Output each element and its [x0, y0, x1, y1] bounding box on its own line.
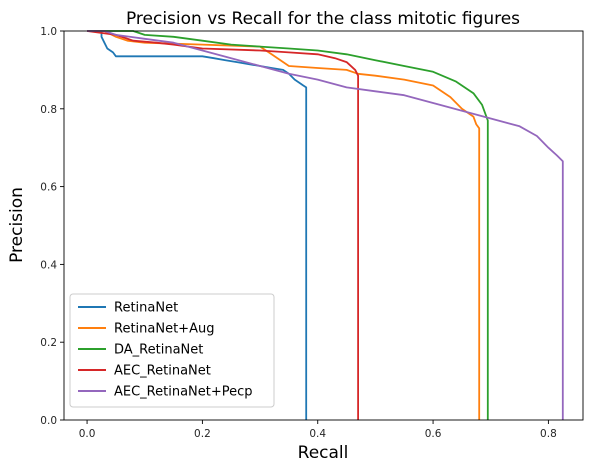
series-layer — [86, 30, 564, 420]
legend-label: AEC_RetinaNet — [114, 364, 211, 379]
legend: RetinaNet RetinaNet+Aug DA_RetinaNet AEC_Re… — [69, 293, 275, 408]
x-tick-label: 0.0 — [79, 428, 96, 440]
y-tick-label: 0.8 — [40, 104, 57, 116]
x-tick-label: 0.6 — [425, 428, 442, 440]
y-tick-label: 0.0 — [40, 415, 57, 427]
legend-label: RetinaNet+Aug — [114, 322, 214, 337]
series-line-da-retinanet — [87, 30, 489, 420]
y-tick-label: 0.2 — [40, 337, 57, 349]
series-line-aec-retinanet — [86, 30, 359, 420]
x-tick-label: 0.2 — [194, 428, 211, 440]
legend-box — [69, 293, 275, 408]
y-tick-label: 1.0 — [40, 26, 57, 38]
legend-label: DA_RetinaNet — [114, 343, 203, 358]
x-axis-title: Recall — [298, 443, 349, 463]
axes-frame — [63, 30, 584, 421]
series-line-retinanet — [87, 30, 308, 420]
y-tick-label: 0.6 — [40, 182, 57, 194]
legend-label: AEC_RetinaNet+Pecp — [114, 385, 253, 400]
x-tick-label: 0.4 — [309, 428, 326, 440]
x-tick-label: 0.8 — [540, 428, 557, 440]
legend-label: RetinaNet — [114, 301, 178, 316]
chart-title: Precision vs Recall for the class mitoti… — [126, 9, 520, 29]
y-axis-title: Precision — [7, 187, 27, 263]
axes-layer: 0.0 0.2 0.4 0.6 0.8 0.0 0.2 0.4 0.6 0.8 1.0 — [40, 26, 584, 440]
series-line-aec-retinanet-pecp — [87, 30, 564, 420]
y-tick-label: 0.4 — [40, 259, 57, 271]
